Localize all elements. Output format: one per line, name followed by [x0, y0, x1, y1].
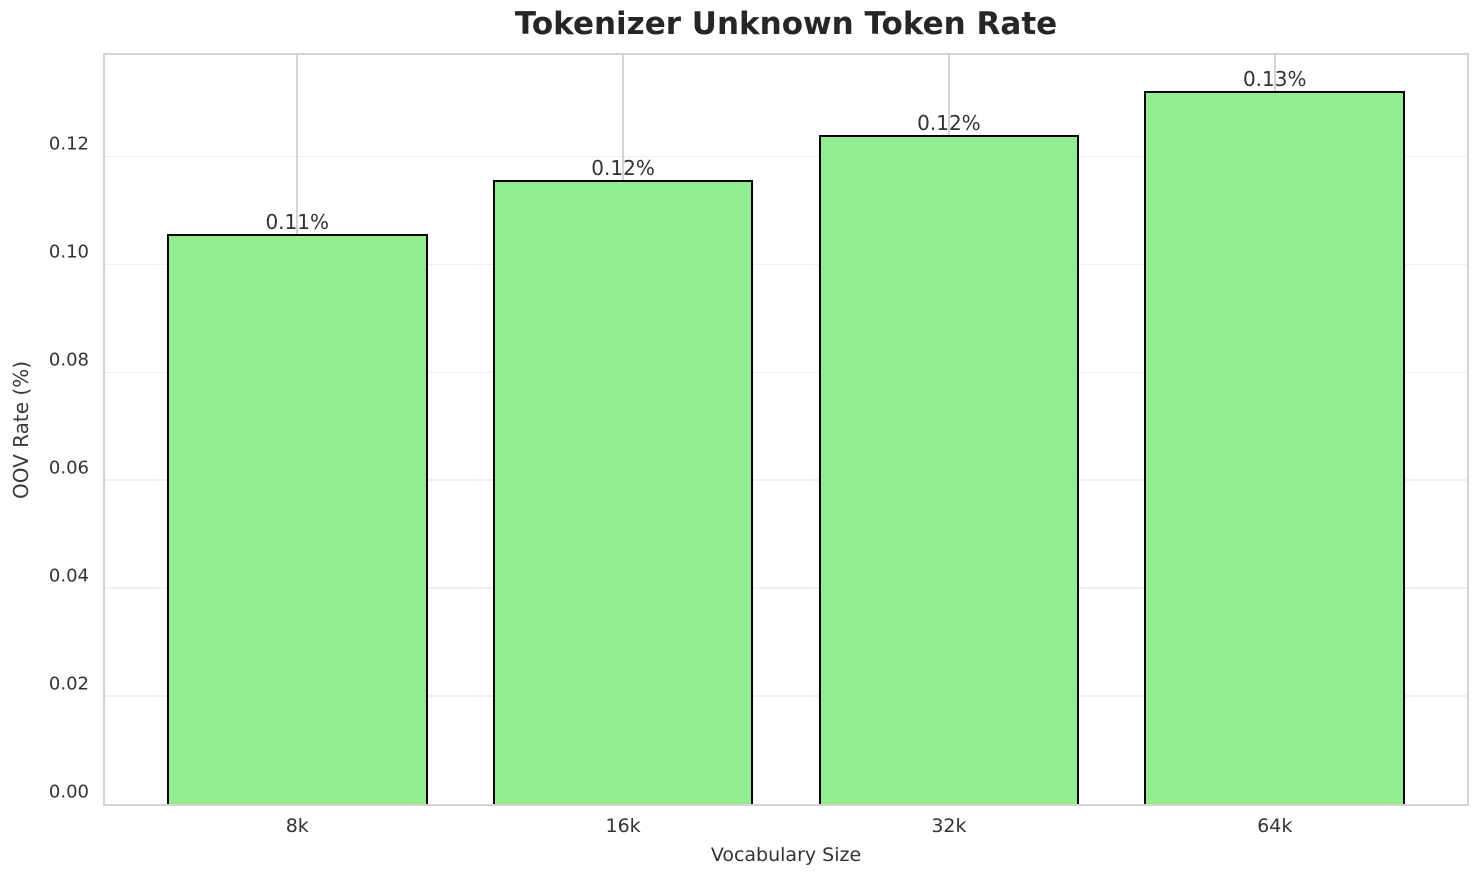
bar-8k: 0.11%: [166, 210, 428, 804]
y-tick-label: 0.06: [48, 457, 89, 479]
y-tick-label: 0.12: [48, 133, 89, 155]
y-axis-label: OOV Rate (%): [9, 361, 33, 499]
bar-value-label: 0.12%: [591, 156, 655, 181]
horizontal-gridline: [105, 263, 1467, 266]
y-tick-label: 0.04: [48, 565, 89, 587]
y-tick-label: 0.02: [48, 673, 89, 695]
y-tick-label: 0.10: [48, 241, 89, 263]
y-tick-label: 0.08: [48, 349, 89, 371]
plot-area: 0.00 0.02 0.04 0.06 0.08 0.10 0.12 0.11% 8k 0.12%…: [49, 53, 1469, 837]
x-axis-label: Vocabulary Size: [710, 844, 862, 866]
x-tick-label: 32k: [931, 815, 967, 837]
horizontal-gridline: [105, 155, 1467, 158]
chart-title: Tokenizer Unknown Token Rate: [514, 6, 1058, 42]
horizontal-gridline: [105, 371, 1467, 374]
y-tick-label: 0.00: [48, 781, 89, 803]
bar-16k: 0.12%: [492, 156, 754, 804]
x-tick-label: 64k: [1257, 815, 1293, 837]
bar-32k: 0.12%: [818, 111, 1080, 804]
bar-value-label: 0.13%: [1242, 67, 1307, 92]
x-tick-label: 16k: [605, 815, 641, 837]
horizontal-gridline: [105, 587, 1467, 589]
horizontal-gridline: [105, 479, 1467, 481]
bar-64k: 0.13%: [1144, 67, 1406, 804]
bar-value-label: 0.11%: [265, 209, 330, 234]
horizontal-gridline: [105, 695, 1467, 697]
bar-value-label: 0.12%: [917, 110, 981, 135]
x-tick-label: 8k: [285, 815, 309, 837]
